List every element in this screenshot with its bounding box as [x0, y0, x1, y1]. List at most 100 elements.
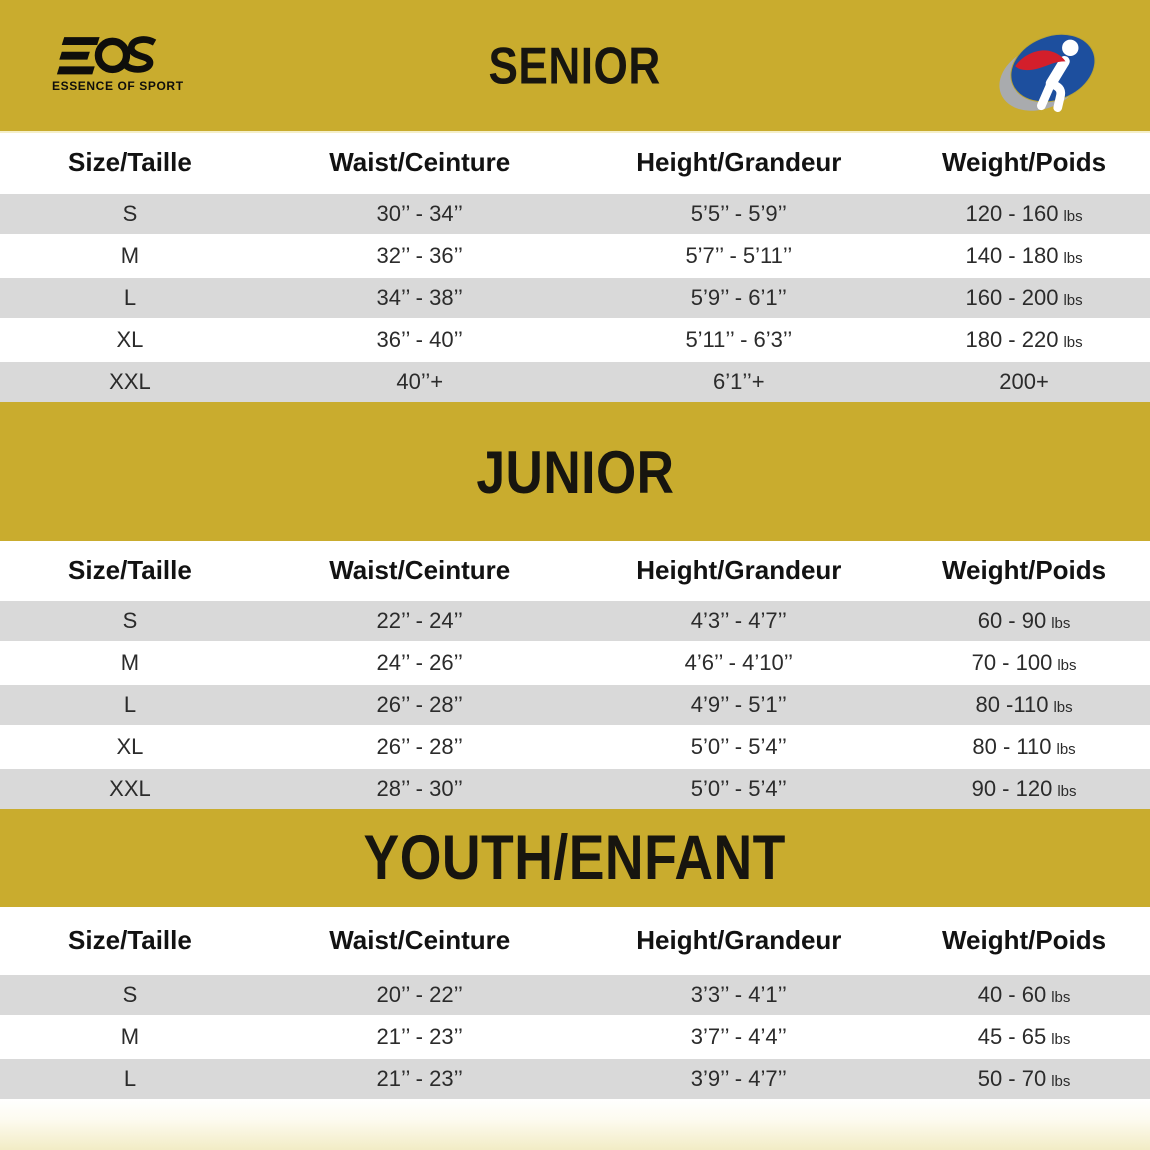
cell-waist: 21’’ - 23’’: [376, 1066, 463, 1091]
table-row: S 20’’ - 22’’ 3’3’’ - 4’1’’ 40 - 60 lbs: [0, 975, 1150, 1015]
cell-size: S: [122, 201, 138, 226]
column-header-height: Height/Grandeur: [636, 924, 842, 955]
column-header-weight: Weight/Poids: [941, 924, 1107, 955]
cell-height: 3’7’’ - 4’4’’: [690, 1024, 787, 1049]
weight-unit: lbs: [1063, 292, 1083, 309]
cell-size: S: [122, 982, 138, 1007]
cell-waist: 22’’ - 24’’: [376, 608, 463, 633]
cell-height: 5’0’’ - 5’4’’: [690, 734, 787, 759]
column-header-weight: Weight/Poids: [941, 147, 1107, 177]
weight-value: 180 - 220: [965, 327, 1059, 352]
cell-size: M: [120, 243, 140, 268]
cell-size: M: [120, 1024, 140, 1049]
eos-tagline: ESSENCE OF SPORT: [52, 79, 184, 93]
cell-weight: 140 - 180 lbs: [898, 243, 1150, 269]
table-row: XL 36’’ - 40’’ 5’11’’ - 6’3’’ 180 - 220 l…: [0, 320, 1150, 360]
weight-value: 50 - 70: [977, 1066, 1047, 1091]
cell-weight: 180 - 220 lbs: [898, 327, 1150, 353]
section-title-youth: YOUTH/ENFANT: [363, 822, 787, 894]
table-row: S 22’’ - 24’’ 4’3’’ - 4’7’’ 60 - 90 lbs: [0, 601, 1150, 641]
cell-weight: 50 - 70 lbs: [898, 1066, 1150, 1092]
section-title-junior: JUNIOR: [475, 437, 675, 506]
weight-value: 40 - 60: [977, 982, 1047, 1007]
cell-waist: 32’’ - 36’’: [376, 243, 463, 268]
weight-value: 45 - 65: [977, 1024, 1047, 1049]
weight-unit: lbs: [1063, 208, 1083, 225]
weight-value: 160 - 200: [965, 285, 1059, 310]
cell-height: 4’3’’ - 4’7’’: [690, 608, 787, 633]
cell-waist: 30’’ - 34’’: [376, 201, 463, 226]
youth-table-header: Size/Taille Waist/Ceinture Height/Grande…: [0, 907, 1150, 973]
table-row: L 21’’ - 23’’ 3’9’’ - 4’7’’ 50 - 70 lbs: [0, 1059, 1150, 1099]
cell-height: 5’9’’ - 6’1’’: [690, 285, 787, 310]
column-header-height: Height/Grandeur: [636, 554, 842, 585]
cell-height: 4’9’’ - 5’1’’: [690, 692, 787, 717]
weight-value: 90 - 120: [971, 776, 1053, 801]
cell-size: L: [123, 285, 137, 310]
footer-gradient: [0, 1099, 1150, 1150]
column-header-waist: Waist/Ceinture: [329, 147, 511, 177]
cell-weight: 160 - 200 lbs: [898, 285, 1150, 311]
weight-unit: lbs: [1063, 334, 1083, 351]
column-header-waist: Waist/Ceinture: [329, 554, 511, 585]
cell-size: XL: [116, 327, 144, 352]
table-row: L 34’’ - 38’’ 5’9’’ - 6’1’’ 160 - 200 lbs: [0, 278, 1150, 318]
cell-size: XL: [116, 734, 144, 759]
table-row: L 26’’ - 28’’ 4’9’’ - 5’1’’ 80 -110 lbs: [0, 685, 1150, 725]
weight-unit: lbs: [1056, 741, 1076, 758]
table-row: M 24’’ - 26’’ 4’6’’ - 4’10’’ 70 - 100 lbs: [0, 643, 1150, 683]
table-row: XXL 28’’ - 30’’ 5’0’’ - 5’4’’ 90 - 120 lb…: [0, 769, 1150, 809]
table-row: M 21’’ - 23’’ 3’7’’ - 4’4’’ 45 - 65 lbs: [0, 1017, 1150, 1057]
cell-height: 5’11’’ - 6’3’’: [685, 327, 793, 352]
cell-weight: 70 - 100 lbs: [898, 650, 1150, 676]
weight-value: 60 - 90: [977, 608, 1047, 633]
cell-size: L: [123, 692, 137, 717]
weight-unit: lbs: [1057, 657, 1077, 674]
cell-size: XXL: [109, 369, 151, 394]
cell-waist: 40’’+: [396, 369, 444, 394]
column-header-weight: Weight/Poids: [941, 554, 1107, 585]
column-header-waist: Waist/Ceinture: [329, 924, 511, 955]
cell-waist: 26’’ - 28’’: [376, 734, 463, 759]
senior-table-header: Size/Taille Waist/Ceinture Height/Grande…: [0, 133, 1150, 192]
weight-unit: lbs: [1051, 989, 1071, 1006]
cell-weight: 200+: [898, 369, 1150, 395]
cell-size: L: [123, 1066, 137, 1091]
cell-size: M: [120, 650, 140, 675]
cell-waist: 20’’ - 22’’: [376, 982, 463, 1007]
cell-waist: 26’’ - 28’’: [376, 692, 463, 717]
senior-banner: ESSENCE OF SPORT SENIOR: [0, 0, 1150, 133]
weight-unit: lbs: [1051, 615, 1071, 632]
cell-height: 6’1’’+: [713, 369, 765, 394]
cell-weight: 40 - 60 lbs: [898, 982, 1150, 1008]
cell-size: S: [122, 608, 138, 633]
weight-unit: lbs: [1051, 1031, 1071, 1048]
column-header-size: Size/Taille: [68, 924, 192, 955]
column-header-size: Size/Taille: [68, 147, 192, 177]
table-row: S 30’’ - 34’’ 5’5’’ - 5’9’’ 120 - 160 lbs: [0, 194, 1150, 234]
column-header-size: Size/Taille: [68, 554, 192, 585]
cell-waist: 21’’ - 23’’: [376, 1024, 463, 1049]
weight-unit: lbs: [1053, 699, 1073, 716]
cell-height: 5’0’’ - 5’4’’: [690, 776, 787, 801]
cell-weight: 45 - 65 lbs: [898, 1024, 1150, 1050]
junior-table-header: Size/Taille Waist/Ceinture Height/Grande…: [0, 541, 1150, 599]
weight-unit: lbs: [1063, 250, 1083, 267]
weight-unit: lbs: [1051, 1073, 1071, 1090]
youth-banner: YOUTH/ENFANT: [0, 809, 1150, 907]
weight-unit: lbs: [1057, 783, 1077, 800]
cell-height: 5’7’’ - 5’11’’: [685, 243, 793, 268]
cell-height: 3’3’’ - 4’1’’: [690, 982, 787, 1007]
cell-height: 3’9’’ - 4’7’’: [690, 1066, 787, 1091]
cell-height: 4’6’’ - 4’10’’: [684, 650, 794, 675]
cell-weight: 80 - 110 lbs: [898, 734, 1150, 760]
column-header-height: Height/Grandeur: [636, 147, 842, 177]
ringette-canada-logo-icon: [999, 33, 1096, 113]
section-title-senior: SENIOR: [488, 36, 662, 95]
cell-weight: 60 - 90 lbs: [898, 608, 1150, 634]
cell-waist: 34’’ - 38’’: [376, 285, 463, 310]
table-row: M 32’’ - 36’’ 5’7’’ - 5’11’’ 140 - 180 lb…: [0, 236, 1150, 276]
cell-weight: 120 - 160 lbs: [898, 201, 1150, 227]
weight-value: 80 - 110: [972, 734, 1052, 759]
